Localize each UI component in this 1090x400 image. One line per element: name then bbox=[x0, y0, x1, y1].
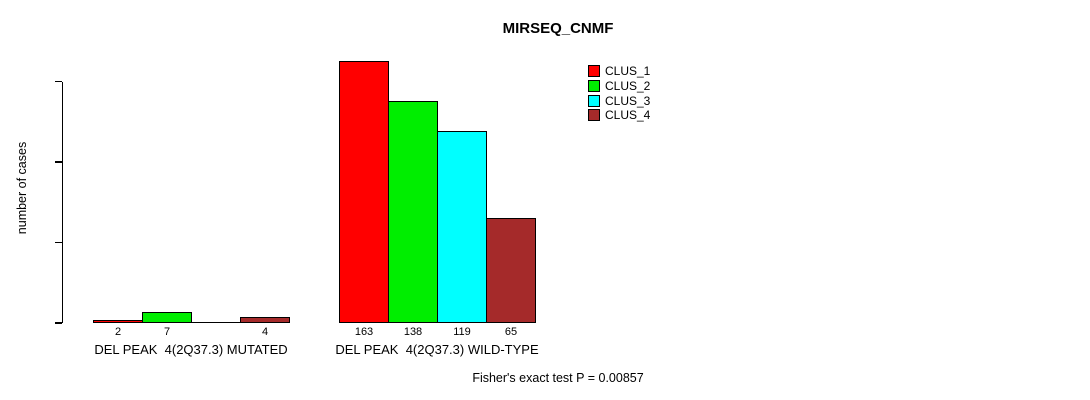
bar-clus_4-group1 bbox=[240, 317, 290, 323]
bar-clus_4-group2 bbox=[486, 218, 536, 323]
bar-clus_3-group2 bbox=[437, 131, 487, 323]
fisher-test-annotation: Fisher's exact test P = 0.00857 bbox=[472, 371, 644, 385]
legend: CLUS_1 CLUS_2 CLUS_3 CLUS_4 bbox=[588, 64, 650, 123]
bar-clus_1-group2 bbox=[339, 61, 389, 323]
bar-value-label: 138 bbox=[403, 326, 423, 338]
bar-value-label: 7 bbox=[163, 326, 171, 338]
bar-value-label: 163 bbox=[354, 326, 374, 338]
legend-label: CLUS_4 bbox=[605, 108, 651, 123]
category-label: DEL PEAK 4(2Q37.3) WILD-TYPE bbox=[335, 342, 539, 357]
y-axis-tick bbox=[55, 322, 62, 324]
y-axis-tick bbox=[55, 241, 62, 244]
clus_2-color-swatch bbox=[588, 80, 600, 93]
legend-item-clus_2: CLUS_2 bbox=[588, 79, 650, 94]
category-label: DEL PEAK 4(2Q37.3) MUTATED bbox=[94, 342, 288, 357]
bar-clus_1-group1 bbox=[93, 320, 143, 323]
legend-label: CLUS_1 bbox=[605, 64, 651, 79]
y-axis-tick bbox=[55, 80, 62, 83]
legend-item-clus_3: CLUS_3 bbox=[588, 93, 650, 108]
bar-clus_2-group1 bbox=[142, 312, 192, 323]
clus_1-color-swatch bbox=[588, 65, 600, 78]
clus_3-color-swatch bbox=[588, 94, 600, 107]
bar-value-label: 119 bbox=[453, 326, 471, 338]
bar-value-label: 2 bbox=[114, 326, 122, 338]
y-axis-line bbox=[62, 81, 64, 323]
clus_4-color-swatch bbox=[588, 109, 600, 122]
y-axis-label: number of cases bbox=[15, 141, 29, 235]
legend-item-clus_1: CLUS_1 bbox=[588, 64, 650, 79]
bar-clus_2-group2 bbox=[388, 101, 438, 323]
y-axis-tick bbox=[55, 161, 62, 163]
legend-label: CLUS_3 bbox=[605, 93, 651, 108]
legend-label: CLUS_2 bbox=[605, 79, 651, 94]
legend-item-clus_4: CLUS_4 bbox=[588, 108, 650, 123]
bar-value-label: 4 bbox=[261, 326, 269, 338]
bar-value-label: 65 bbox=[504, 326, 518, 338]
chart-title: MIRSEQ_CNMF bbox=[502, 20, 614, 37]
